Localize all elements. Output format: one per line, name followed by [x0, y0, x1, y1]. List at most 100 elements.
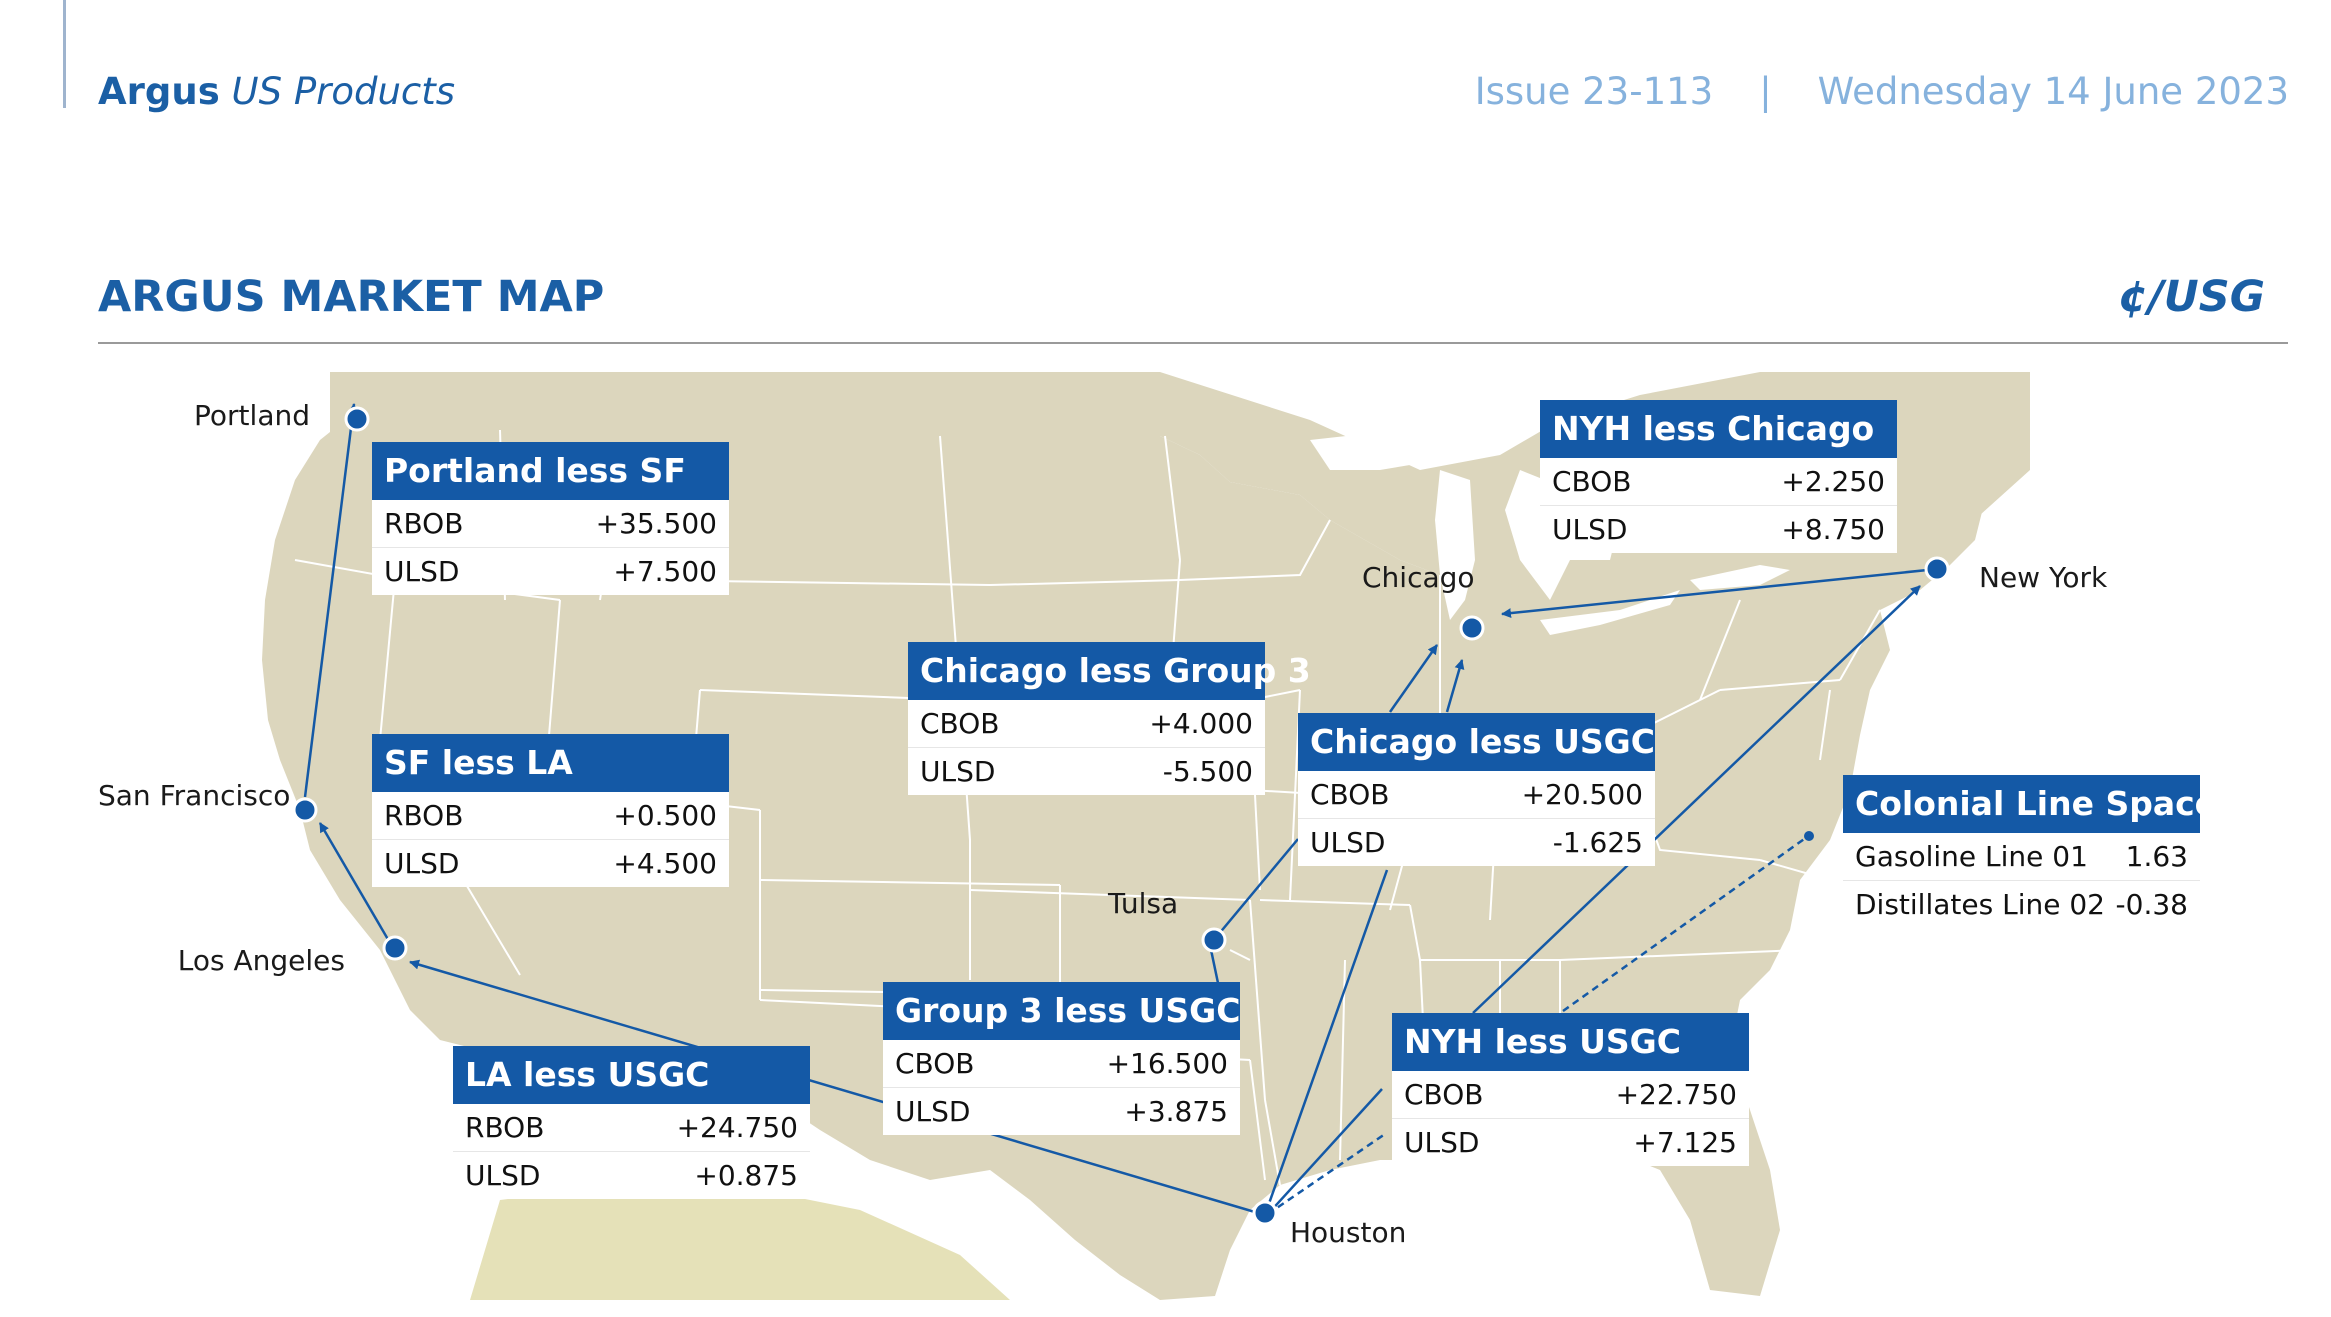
spread-box-chicago-usgc: Chicago less USGC CBOB +20.500 ULSD -1.625 [1298, 713, 1655, 866]
spread-row: CBOB +22.750 [1392, 1071, 1749, 1118]
product-label: CBOB [920, 707, 1000, 740]
issue-info: Issue 23-113 | Wednesday 14 June 2023 [1475, 70, 2289, 113]
colonial-line-space-box: Colonial Line Space Gasoline Line 01 1.63… [1843, 775, 2217, 928]
header-accent-line [63, 0, 66, 108]
brand-name: Argus [98, 70, 220, 113]
colonial-line-dot [1804, 831, 1814, 841]
spread-row: RBOB +24.750 [453, 1104, 810, 1151]
spread-value: -1.625 [1552, 826, 1643, 859]
section-title: ARGUS MARKET MAP [98, 272, 605, 322]
spread-value: +4.500 [613, 847, 717, 880]
spread-row: ULSD +8.750 [1540, 505, 1897, 553]
route-la-houston [409, 959, 1266, 1217]
spread-value: +7.125 [1633, 1126, 1737, 1159]
city-label-san-francisco: San Francisco [98, 779, 290, 812]
dashed-routes [1267, 835, 1808, 1216]
spread-value: +4.000 [1149, 707, 1253, 740]
route-la-sf [318, 822, 395, 949]
spread-title: LA less USGC [453, 1046, 810, 1104]
spread-row: RBOB +0.500 [372, 792, 729, 839]
product-label: ULSD [1552, 513, 1628, 546]
spread-title: NYH less Chicago [1540, 400, 1897, 458]
line-value: -0.38 [2115, 888, 2188, 921]
mexico-land [470, 1185, 1010, 1300]
city-label-houston: Houston [1290, 1216, 1406, 1249]
spread-title: Group 3 less USGC [883, 982, 1240, 1040]
route-chicago-usgc-1 [1388, 644, 1439, 713]
spread-row: ULSD +7.125 [1392, 1118, 1749, 1166]
line-value: 1.63 [2125, 840, 2188, 873]
spread-value: +16.500 [1106, 1047, 1228, 1080]
spread-row: ULSD +7.500 [372, 547, 729, 595]
spread-box-chicago-group3: Chicago less Group 3 CBOB +4.000 ULSD -5.5… [908, 642, 1311, 795]
line-label: Distillates Line 02 [1855, 888, 2105, 921]
spread-value: +20.500 [1521, 778, 1643, 811]
city-markers [292, 406, 1950, 1226]
city-label-portland: Portland [194, 399, 310, 432]
spread-title: Chicago less USGC [1298, 713, 1655, 771]
city-label-new-york: New York [1979, 561, 2108, 594]
publication-title: Argus US Products [98, 70, 455, 113]
product-label: CBOB [1552, 465, 1632, 498]
product-label: CBOB [1310, 778, 1390, 811]
product-label: ULSD [465, 1159, 541, 1192]
product-label: RBOB [465, 1111, 545, 1144]
spread-title: Chicago less Group 3 [908, 642, 1311, 700]
product-label: ULSD [920, 755, 996, 788]
chicago-marker [1459, 615, 1485, 641]
product-label: ULSD [895, 1095, 971, 1128]
city-label-chicago: Chicago [1362, 561, 1475, 594]
spread-value: +8.750 [1781, 513, 1885, 546]
spread-box-nyh-usgc: NYH less USGC CBOB +22.750 ULSD +7.125 [1392, 1013, 1749, 1166]
spread-value: +0.500 [613, 799, 717, 832]
product-label: RBOB [384, 799, 464, 832]
spread-row: CBOB +2.250 [1540, 458, 1897, 505]
spread-box-group3-usgc: Group 3 less USGC CBOB +16.500 ULSD +3.875 [883, 982, 1240, 1135]
spread-value: +2.250 [1781, 465, 1885, 498]
section-unit: ¢/USG [2118, 272, 2265, 322]
los-angeles-marker [382, 935, 408, 961]
san-francisco-marker [292, 797, 318, 823]
route-houston-nyh-box [1267, 1088, 1383, 1215]
tulsa-marker [1201, 927, 1227, 953]
spread-title: NYH less USGC [1392, 1013, 1749, 1071]
section-rule [98, 342, 2288, 344]
route-lines [303, 403, 1938, 1217]
spread-value: +0.875 [694, 1159, 798, 1192]
line-label: Gasoline Line 01 [1855, 840, 2088, 873]
city-label-los-angeles: Los Angeles [178, 944, 345, 977]
route-ny-chicago [1501, 567, 1938, 619]
spread-value: -5.500 [1162, 755, 1253, 788]
spread-title: Portland less SF [372, 442, 729, 500]
product-label: CBOB [1404, 1078, 1484, 1111]
spread-value: +7.500 [613, 555, 717, 588]
product-label: ULSD [384, 555, 460, 588]
spread-row: ULSD +4.500 [372, 839, 729, 887]
spread-value: +24.750 [676, 1111, 798, 1144]
route-houston-chicago-box [1264, 869, 1389, 1213]
houston-marker [1252, 1200, 1278, 1226]
spread-box-sf-la: SF less LA RBOB +0.500 ULSD +4.500 [372, 734, 729, 887]
spread-box-la-usgc: LA less USGC RBOB +24.750 ULSD +0.875 [453, 1046, 810, 1199]
spread-row: ULSD +3.875 [883, 1087, 1240, 1135]
spread-row: CBOB +4.000 [908, 700, 1265, 747]
spread-row: ULSD -5.500 [908, 747, 1265, 795]
spread-row: CBOB +20.500 [1298, 771, 1655, 818]
route-tulsa-chicago-usgc-box [1217, 838, 1299, 936]
route-sf-portland [303, 403, 358, 798]
header-separator: | [1759, 70, 1772, 113]
spread-row: CBOB +16.500 [883, 1040, 1240, 1087]
spread-value: +22.750 [1615, 1078, 1737, 1111]
spread-value: +3.875 [1124, 1095, 1228, 1128]
issue-date: Wednesday 14 June 2023 [1817, 70, 2289, 113]
spread-value: +35.500 [595, 507, 717, 540]
product-label: ULSD [1404, 1126, 1480, 1159]
issue-number: Issue 23-113 [1474, 70, 1714, 113]
spread-box-portland-sf: Portland less SF RBOB +35.500 ULSD +7.500 [372, 442, 729, 595]
spread-row: ULSD +0.875 [453, 1151, 810, 1199]
spread-row: Distillates Line 02 -0.38 [1843, 880, 2200, 928]
portland-marker [344, 406, 370, 432]
route-nyh-box-ny [1472, 585, 1921, 1014]
spread-box-nyh-chicago: NYH less Chicago CBOB +2.250 ULSD +8.750 [1540, 400, 1897, 553]
product-label: ULSD [1310, 826, 1386, 859]
